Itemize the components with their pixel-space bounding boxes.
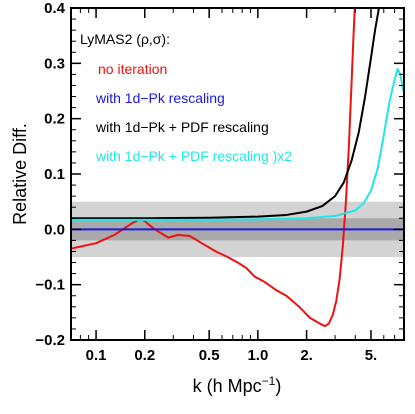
y-tick-label-1: −0.1 [35,277,65,294]
y-tick-label-4: 0.2 [44,111,65,128]
legend: LyMAS2 (ρ,σ): no iteration with 1d−Pk resc… [80,31,292,164]
y-tick-label-6: 0.4 [44,0,66,17]
y-axis-title: Relative Diff. [10,123,30,225]
y-tick-label-0: −0.2 [35,332,65,349]
series-group [71,8,404,328]
x-tick-label-0: 0.1 [86,347,107,364]
x-tick-label-4: 2. [300,347,313,364]
legend-header: LyMAS2 (ρ,σ): [80,31,170,47]
x-tick-label-1: 0.2 [134,347,155,364]
legend-entry-2: with 1d−Pk + PDF rescaling [95,119,269,135]
legend-entry-0: no iteration [98,61,167,77]
y-tick-label-3: 0.1 [44,166,65,183]
series-line-2 [71,8,380,220]
x-axis-title-superscript: −1 [262,374,276,388]
legend-entry-3: with 1d−Pk + PDF rescaling )x2 [95,148,292,164]
series-line-0 [71,8,356,328]
y-tick-label-2: 0.0 [44,221,65,238]
ticks [71,7,404,341]
x-tick-label-2: 0.5 [199,347,220,364]
x-axis-title-main: k (h Mpc [193,376,262,396]
y-tick-label-5: 0.3 [44,55,65,72]
x-axis-title-close: ) [275,376,281,396]
x-tick-label-3: 1.0 [247,347,268,364]
series-line-3 [71,67,404,221]
x-axis-title: k (h Mpc−1) [193,374,282,396]
legend-entry-1: with 1d−Pk rescaling [95,90,225,106]
tick-labels: 0.1 0.2 0.5 1.0 2. 5. −0.2 −0.1 0.0 0.1 0.2 0.3 0.4 [35,0,377,364]
x-tick-label-5: 5. [365,347,378,364]
